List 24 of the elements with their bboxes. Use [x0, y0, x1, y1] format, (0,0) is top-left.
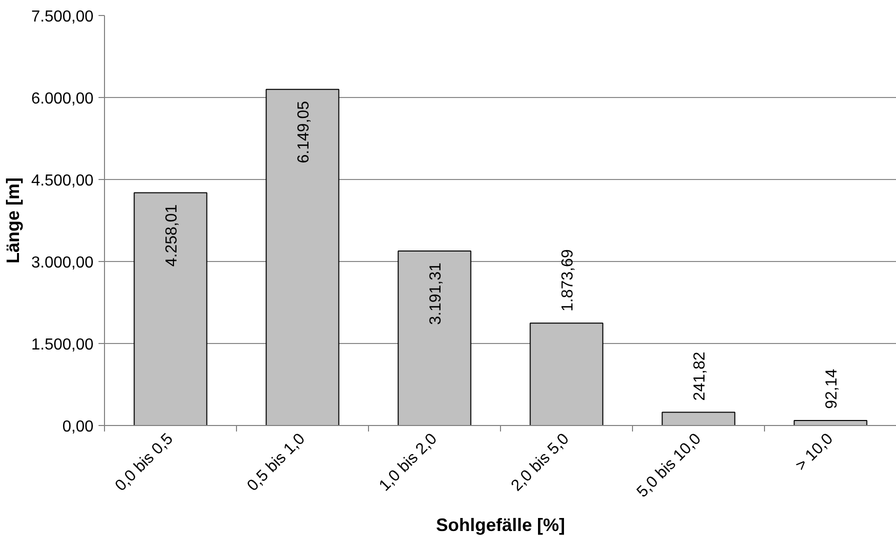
data-label: 1.873,69: [560, 249, 576, 312]
y-tick-label: 3.000,00: [31, 254, 94, 272]
y-tick-label: 7.500,00: [31, 8, 94, 26]
data-label: 6.149,05: [296, 100, 312, 164]
x-tick-label: 1,0 bis 2,0: [376, 430, 441, 495]
bar: [794, 420, 868, 426]
y-tick-label: 1.500,00: [31, 336, 94, 354]
data-label: 3.191,31: [428, 262, 444, 325]
y-tick-label: 4.500,00: [31, 172, 94, 190]
x-tick-label: 0,5 bis 1,0: [244, 430, 309, 495]
bar: [662, 412, 736, 426]
y-axis-title: Länge [m]: [3, 177, 24, 264]
bar: [398, 250, 472, 426]
data-label: 92,14: [824, 368, 840, 409]
y-tick-label: 6.000,00: [31, 90, 94, 108]
bar: [530, 322, 604, 426]
y-tick-label: 0,00: [62, 418, 94, 436]
data-label: 4.258,01: [164, 204, 180, 267]
x-tick-label: 0,0 bis 0,5: [112, 430, 177, 495]
bar: [266, 88, 340, 426]
data-label: 241,82: [692, 352, 708, 401]
x-axis-title: Sohlgefälle [%]: [436, 515, 566, 536]
bar: [134, 192, 208, 426]
x-tick-label: 2,0 bis 5,0: [508, 430, 573, 495]
